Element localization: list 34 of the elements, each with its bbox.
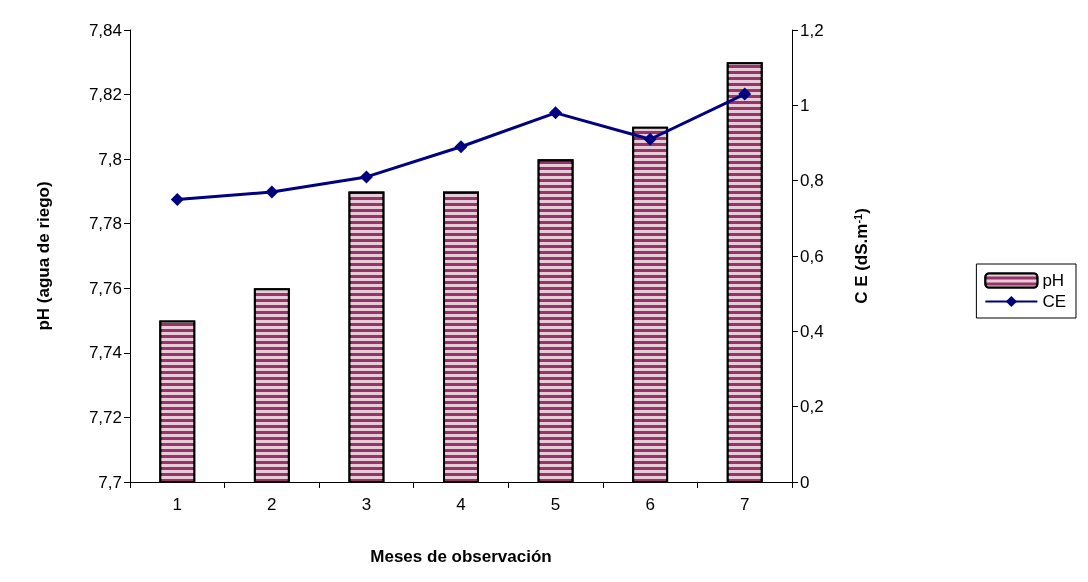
y2-tick-label: 0,4	[800, 321, 824, 341]
point	[359, 170, 373, 184]
y-tick-label: 7,7	[98, 472, 122, 492]
point	[454, 140, 468, 154]
legend-label: CE	[1042, 292, 1067, 311]
point	[170, 193, 184, 206]
y2-tick-label: 1,2	[800, 20, 824, 40]
x-tick-label: 4	[456, 495, 466, 514]
y-axis-title: pH (agua de riego)	[34, 181, 53, 331]
y2-axis-title: C E (dS.m-1)	[851, 208, 871, 304]
y-tick-label: 7,74	[88, 343, 122, 363]
point	[549, 106, 563, 120]
x-tick-label: 6	[645, 495, 655, 514]
x-tick-label: 3	[361, 495, 372, 514]
x-tick-label: 7	[739, 495, 750, 514]
point	[265, 185, 279, 199]
point	[643, 132, 657, 146]
y-tick-label: 7,78	[88, 214, 122, 234]
y-tick-label: 7,72	[88, 407, 122, 427]
y-tick-label: 7,76	[88, 278, 122, 298]
x-tick-label: 1	[172, 495, 183, 514]
x-tick-label: 5	[550, 495, 561, 514]
x-axis-title: Meses de observación	[370, 547, 552, 566]
y2-tick-label: 1	[800, 95, 810, 115]
y2-tick-label: 0	[800, 472, 810, 492]
y2-tick-label: 0,2	[800, 397, 824, 417]
y-tick-label: 7,84	[88, 20, 122, 40]
y2-tick-label: 0,8	[800, 171, 824, 191]
legend-label: pH	[1042, 271, 1065, 290]
y-tick-label: 7,82	[88, 85, 122, 105]
x-tick-label: 2	[267, 495, 277, 514]
point	[738, 87, 752, 101]
y2-tick-label: 0,6	[800, 246, 824, 266]
y-tick-label: 7,8	[98, 149, 122, 169]
